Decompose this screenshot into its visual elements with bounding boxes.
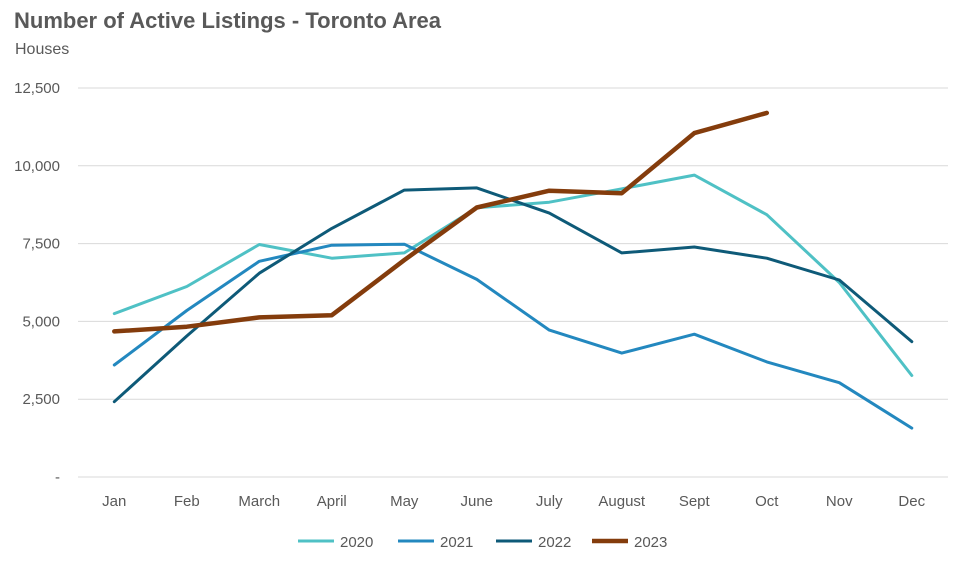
x-tick-label: August [598, 493, 646, 510]
series-line-2020 [112, 173, 914, 377]
legend-label-2021: 2021 [440, 534, 473, 551]
x-tick-label: Nov [826, 493, 853, 510]
x-tick-label: Sept [679, 493, 711, 510]
y-axis-ticks: - 2,500 5,000 7,500 10,000 12,500 [14, 80, 60, 486]
x-tick-label: May [390, 493, 419, 510]
x-tick-label: Jan [102, 493, 126, 510]
x-tick-label: Dec [898, 493, 925, 510]
y-tick-label: 2,500 [22, 391, 60, 408]
series-line-2023 [112, 110, 770, 334]
x-axis-ticks: Jan Feb March April May June July August Sept Oct… [102, 493, 925, 510]
legend-label-2023: 2023 [634, 534, 667, 551]
series-lines [112, 110, 914, 430]
gridlines [78, 87, 948, 478]
y-tick-label: 5,000 [22, 313, 60, 330]
legend-label-2022: 2022 [538, 534, 571, 551]
legend: 2020 2021 2022 2023 [298, 534, 667, 551]
chart-title: Number of Active Listings - Toronto Area [14, 8, 441, 33]
y-tick-label: 10,000 [14, 158, 60, 175]
chart-subtitle: Houses [15, 41, 70, 58]
legend-label-2020: 2020 [340, 534, 373, 551]
x-tick-label: July [536, 493, 563, 510]
x-tick-label: Oct [755, 493, 779, 510]
y-tick-label: 12,500 [14, 80, 60, 97]
x-tick-label: April [317, 493, 347, 510]
x-tick-label: March [238, 493, 280, 510]
series-line-2021 [112, 242, 914, 430]
x-tick-label: June [460, 493, 493, 510]
y-tick-label: 7,500 [22, 236, 60, 253]
x-tick-label: Feb [174, 493, 200, 510]
y-tick-label: - [55, 469, 60, 486]
